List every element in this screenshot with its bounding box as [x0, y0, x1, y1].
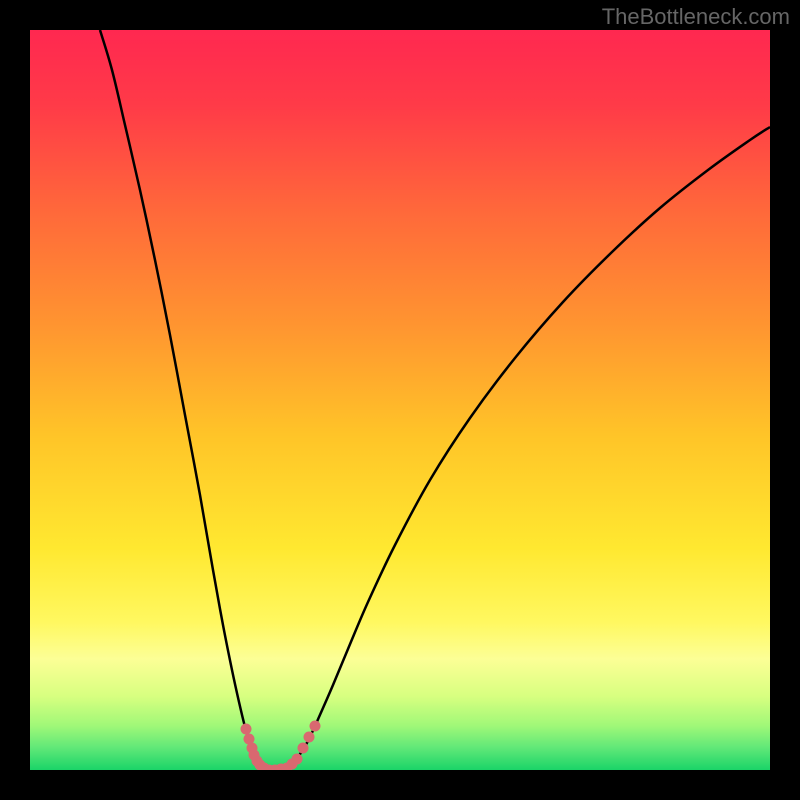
- chart-container: [30, 30, 770, 770]
- curve-marker: [292, 754, 303, 765]
- watermark-text: TheBottleneck.com: [602, 4, 790, 30]
- curve-marker: [241, 724, 252, 735]
- bottleneck-chart: [30, 30, 770, 770]
- curve-marker: [310, 721, 321, 732]
- chart-background: [30, 30, 770, 770]
- curve-marker: [304, 732, 315, 743]
- curve-marker: [298, 743, 309, 754]
